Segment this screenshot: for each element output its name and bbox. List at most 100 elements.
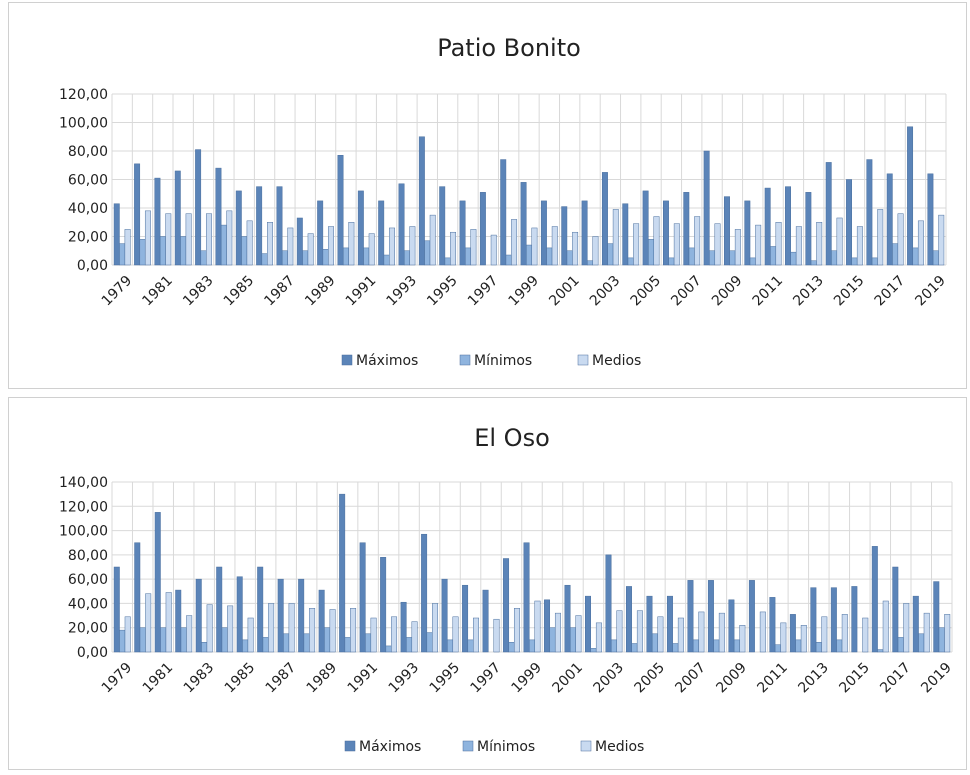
bar [246, 220, 253, 266]
bar [365, 633, 372, 653]
bar [851, 257, 858, 266]
bar [733, 639, 740, 653]
bar [195, 149, 202, 266]
bar [625, 586, 632, 653]
bar [359, 542, 366, 653]
bar [775, 222, 782, 266]
bar [368, 233, 375, 266]
bar [651, 633, 658, 653]
bar [882, 600, 889, 653]
bar [648, 239, 655, 266]
bar [780, 622, 787, 653]
bar [363, 247, 370, 266]
y-tick-label: 80,00 [68, 548, 108, 564]
x-tick-label: 2005 [628, 273, 665, 310]
bar [707, 580, 714, 653]
bar [636, 610, 643, 653]
legend-label: Mínimos [477, 739, 535, 755]
bar [585, 595, 591, 653]
bar [236, 576, 243, 653]
bar [755, 224, 762, 266]
y-tick-label: 100,00 [59, 116, 108, 132]
bar [903, 603, 910, 653]
bar [561, 206, 568, 266]
bar [520, 182, 527, 266]
bar [277, 578, 284, 653]
bar [907, 126, 914, 266]
x-tick-label: 1993 [384, 273, 421, 310]
x-tick-label: 1985 [222, 660, 259, 697]
bar [235, 190, 242, 266]
bar [683, 192, 690, 266]
bar [886, 173, 893, 266]
bar [383, 254, 390, 266]
bar [380, 557, 387, 653]
bar [729, 250, 736, 266]
bar [465, 247, 471, 266]
x-tick-label: 1989 [302, 273, 339, 310]
y-tick-label: 100,00 [59, 524, 108, 540]
bar [406, 637, 413, 653]
bar [337, 155, 344, 266]
bar [631, 643, 638, 653]
bar [595, 622, 602, 653]
y-tick-label: 20,00 [68, 621, 108, 637]
bar [871, 546, 878, 653]
bar [672, 643, 679, 653]
bar [692, 639, 699, 653]
bar [226, 210, 233, 266]
x-tick-label: 1995 [424, 273, 461, 310]
bar [810, 587, 817, 653]
bar [124, 229, 131, 266]
x-tick-label: 2007 [672, 660, 709, 697]
bar [590, 648, 597, 653]
bar [324, 627, 331, 653]
chart-title: Patio Bonito [437, 34, 581, 62]
bar [836, 217, 843, 266]
x-tick-label: 1995 [427, 660, 464, 697]
bar [206, 604, 213, 653]
bar [262, 637, 269, 653]
bar [744, 200, 751, 266]
bar [709, 250, 716, 266]
bar [256, 186, 263, 266]
bar [411, 621, 418, 653]
bar [810, 260, 817, 266]
bar [467, 639, 474, 653]
x-tick-label: 1983 [180, 273, 217, 310]
bar [759, 611, 766, 653]
bar [298, 578, 305, 653]
bar [871, 257, 878, 266]
bar [505, 254, 512, 266]
bar [605, 554, 612, 653]
x-tick-label: 2007 [668, 273, 705, 310]
bar [139, 627, 146, 653]
bar [317, 200, 324, 266]
bar [462, 584, 469, 653]
bar [523, 542, 530, 653]
bar [862, 617, 869, 653]
bar [673, 223, 680, 266]
bar [572, 231, 579, 266]
legend-label: Medios [595, 739, 644, 755]
bar [534, 600, 541, 653]
legend-label: Máximos [359, 739, 421, 755]
bar [139, 239, 146, 266]
bar [350, 608, 357, 653]
bar [424, 240, 431, 266]
bar [145, 593, 152, 653]
bar [587, 260, 593, 266]
bar [500, 159, 507, 266]
bar [540, 200, 547, 266]
x-tick-label: 1979 [99, 273, 136, 310]
bar [923, 612, 930, 653]
y-tick-label: 60,00 [68, 173, 108, 189]
bar [592, 236, 599, 266]
bar [627, 257, 634, 266]
bar [892, 243, 899, 266]
x-tick-label: 2003 [587, 273, 624, 310]
legend-swatch [459, 354, 471, 366]
y-tick-label: 120,00 [59, 87, 108, 103]
bar [642, 190, 649, 266]
bar [205, 213, 212, 266]
